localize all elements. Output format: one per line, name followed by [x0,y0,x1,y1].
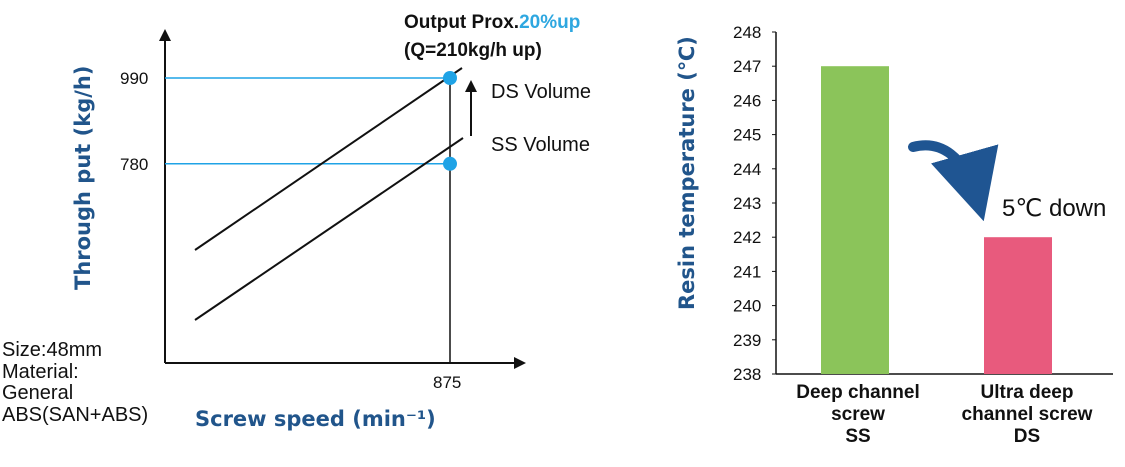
bar-category-label-ss: Deep channel screw SS [796,382,920,447]
x-tick-label-875: 875 [433,373,461,392]
bar-y-tick-label-248: 248 [733,23,761,42]
series-label-ds-volume: DS Volume [491,81,591,103]
bar-y-tick-label-240: 240 [733,297,761,316]
bar-chart-annotation: 5℃ down [1002,195,1106,222]
bar-y-tick-label-247: 247 [733,57,761,76]
line-chart-x-axis-title: Screw speed (min⁻¹) [195,407,436,431]
bar-ss [821,66,889,374]
bar-y-tick-label-239: 239 [733,331,761,350]
bar-ds [984,237,1052,374]
y-tick-label-780: 780 [120,155,148,174]
bar-chart: 248 247 246 245 244 243 242 241 240 239 238 Deep ch… [675,23,1113,447]
series-line-ds-volume [194,67,463,251]
series-line-ss-volume [194,137,464,321]
bar-y-tick-label-246: 246 [733,91,761,110]
bar-chart-y-axis-title: Resin temperature (℃) [675,36,699,310]
data-point-990 [443,71,457,85]
bar-category-label-ds: Ultra deep channel screw DS [962,382,1093,447]
bar-y-tick-label-243: 243 [733,194,761,213]
line-chart-annotation-line-2: (Q=210kg/h up) [404,40,542,61]
line-chart-y-axis-title: Through put (kg/h) [71,66,95,290]
bar-y-tick-label-241: 241 [733,262,761,281]
data-point-780 [443,156,457,171]
series-label-ss-volume: SS Volume [491,134,590,156]
line-chart-annotation-line-1: Output Prox.20%up [404,12,580,33]
size-material-note: Size:48mm Material: General ABS(SAN+ABS) [2,339,149,426]
down-arrow [908,140,999,222]
line-chart: 990 780 875 Through put (kg/h) Screw speed (… [71,12,591,431]
y-tick-label-990: 990 [120,69,148,88]
bar-y-tick-label-245: 245 [733,126,761,145]
bar-y-tick-label-244: 244 [733,160,761,179]
bar-y-tick-label-238: 238 [733,365,761,384]
bar-y-tick-label-242: 242 [733,228,761,247]
